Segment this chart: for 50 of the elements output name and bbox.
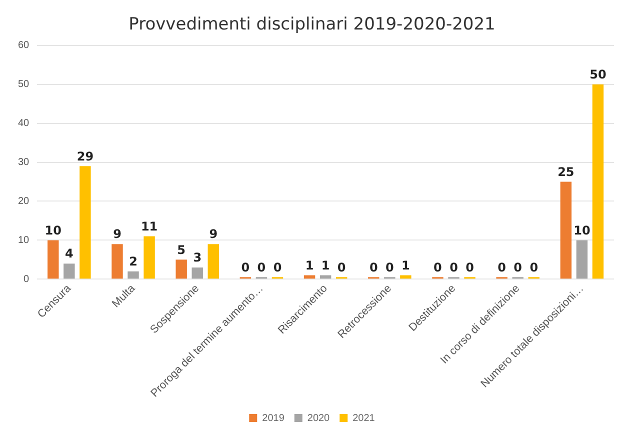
data-label: 0 (434, 260, 442, 274)
data-label: 1 (321, 258, 330, 272)
data-label: 0 (530, 260, 538, 274)
data-label: 0 (514, 260, 522, 274)
data-label: 29 (76, 149, 94, 164)
data-label: 0 (273, 260, 282, 274)
y-tick-label: 0 (24, 274, 30, 285)
y-tick-label: 10 (18, 234, 30, 246)
bar (576, 240, 588, 279)
data-label: 25 (558, 164, 574, 179)
bar (176, 260, 187, 279)
data-label: 2 (129, 254, 138, 268)
data-label: 0 (241, 260, 250, 274)
bar (112, 244, 123, 279)
data-label: 0 (498, 260, 506, 274)
data-label: 0 (385, 260, 394, 274)
bar (80, 166, 91, 279)
data-label: 1 (305, 258, 314, 272)
data-label: 10 (574, 223, 590, 238)
data-label: 9 (209, 227, 218, 242)
chart-title: Provvedimenti disciplinari 2019-2020-2021 (128, 14, 496, 35)
data-label: 0 (337, 260, 346, 274)
y-tick-label: 50 (18, 79, 30, 90)
data-label: 1 (402, 258, 410, 272)
legend-label: 2021 (352, 412, 376, 424)
data-label: 50 (590, 67, 606, 82)
legend-label: 2020 (307, 412, 330, 424)
bar (192, 267, 203, 279)
y-tick-label: 30 (18, 157, 30, 168)
data-label: 5 (177, 242, 186, 257)
data-label: 9 (113, 227, 122, 242)
data-label: 0 (257, 260, 266, 274)
data-label: 4 (64, 246, 74, 261)
data-label: 0 (369, 260, 378, 274)
data-label: 0 (466, 260, 474, 274)
bar (208, 244, 219, 279)
data-label: 11 (140, 219, 158, 234)
bar (144, 236, 155, 279)
data-label: 10 (44, 223, 62, 238)
y-tick-label: 60 (18, 40, 30, 52)
legend-label: 2019 (262, 412, 285, 424)
bar (48, 240, 59, 279)
bar (560, 182, 572, 279)
data-label: 3 (193, 250, 202, 265)
bar (64, 264, 75, 279)
y-tick-label: 20 (18, 196, 30, 207)
bar (400, 275, 412, 279)
bar (128, 271, 139, 279)
y-tick-label: 40 (18, 118, 30, 130)
data-label: 0 (450, 260, 458, 274)
